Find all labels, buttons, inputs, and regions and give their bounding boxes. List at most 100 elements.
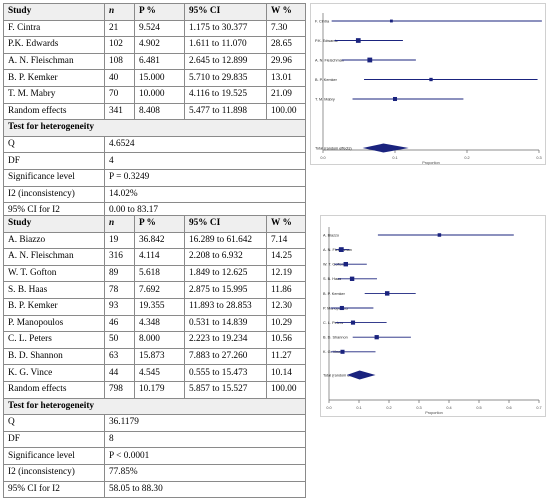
study-label: A. Biazzo: [323, 233, 339, 237]
study-cell: W. T. Gofton: [3, 264, 105, 283]
header-p-percent: P %: [134, 215, 185, 233]
weight-cell: 10.14: [266, 364, 306, 382]
heterogeneity-header-row: Test for heterogeneity: [3, 119, 306, 137]
weight-cell: 100.00: [266, 102, 306, 121]
weight-cell: 100.00: [266, 380, 306, 399]
p-cell: 19.355: [134, 297, 185, 316]
table-row: A. Biazzo 19 36.842 16.289 to 61.642 7.1…: [3, 231, 306, 250]
ci-cell: 1.175 to 30.377: [184, 19, 267, 38]
heterogeneity-title: Test for heterogeneity: [3, 397, 306, 416]
p-cell: 36.842: [134, 231, 185, 250]
het-label-cell: Significance level: [3, 447, 105, 465]
heterogeneity-row: I2 (inconsistency) 77.85%: [3, 463, 306, 482]
weight-cell: 28.65: [266, 36, 306, 54]
header-study: Study: [3, 215, 105, 233]
het-value-cell: P = 0.3249: [104, 168, 306, 187]
x-tick-label: 0.2: [464, 156, 469, 160]
weight-cell: 21.09: [266, 85, 306, 104]
n-cell: 89: [104, 264, 135, 283]
study-cell: A. N. Fleischman: [3, 52, 105, 71]
estimate-marker: [389, 19, 393, 23]
weight-cell: 13.01: [266, 69, 306, 87]
het-label-cell: 95% CI for I2: [3, 480, 105, 498]
estimate-marker: [340, 349, 345, 354]
x-tick-label: 0.1: [356, 406, 361, 410]
p-cell: 8.000: [134, 331, 185, 349]
estimate-marker: [367, 57, 373, 63]
estimate-marker: [343, 261, 349, 267]
ci-cell: 1.611 to 11.070: [184, 36, 267, 54]
table-header-row: Study n P % 95% CI W %: [3, 215, 306, 233]
p-cell: 15.000: [134, 69, 185, 87]
weight-cell: 7.14: [266, 231, 306, 250]
estimate-marker: [392, 96, 398, 102]
p-cell: 4.545: [134, 364, 185, 382]
estimate-marker: [349, 276, 355, 281]
study-label: S. B. Haas: [323, 277, 341, 281]
het-label-cell: Q: [3, 414, 105, 432]
n-cell: 316: [104, 248, 135, 266]
n-cell: 341: [104, 102, 135, 121]
estimate-marker: [429, 77, 433, 82]
study-cell: F. Cintra: [3, 19, 105, 38]
study-cell: Random effects: [3, 102, 105, 121]
n-cell: 798: [104, 380, 135, 399]
ci-cell: 11.893 to 28.853: [184, 297, 267, 316]
x-tick-label: 0.5: [476, 406, 481, 410]
x-tick-label: 0.2: [386, 406, 391, 410]
ci-cell: 16.289 to 61.642: [184, 231, 267, 250]
forest-plot-1-svg: 0.0 0.1 0.2 0.3 Proportion F. Cintra P.K. Edwa…: [310, 3, 546, 165]
ci-cell: 2.875 to 15.995: [184, 281, 267, 299]
table-row: P. Manopoulos 46 4.348 0.531 to 14.839 1…: [3, 314, 306, 333]
heterogeneity-row: Q 36.1179: [3, 414, 306, 432]
study-label: A. N. Fleischman: [315, 58, 344, 62]
het-value-cell: P < 0.0001: [104, 447, 306, 465]
n-cell: 108: [104, 52, 135, 71]
heterogeneity-row: Significance level P = 0.3249: [3, 168, 306, 187]
ci-cell: 2.223 to 19.234: [184, 331, 267, 349]
table-row: A. N. Fleischman 108 6.481 2.645 to 12.8…: [3, 52, 306, 71]
table-row: P.K. Edwards 102 4.902 1.611 to 11.070 2…: [3, 36, 306, 54]
plot-frame: [310, 3, 546, 165]
p-cell: 15.873: [134, 347, 185, 366]
forest-plot-1: 0.0 0.1 0.2 0.3 Proportion F. Cintra P.K. Edwa…: [310, 3, 546, 170]
het-label-cell: I2 (inconsistency): [3, 463, 105, 482]
het-label-cell: DF: [3, 152, 105, 170]
study-cell: A. Biazzo: [3, 231, 105, 250]
table-row: Random effects 341 8.408 5.477 to 11.898…: [3, 102, 306, 121]
weight-cell: 10.29: [266, 314, 306, 333]
study-label: P.K. Edwards: [315, 39, 338, 43]
study-label: W. T. Gofton: [323, 263, 344, 267]
weight-cell: 7.30: [266, 19, 306, 38]
header-n: n: [104, 3, 135, 21]
study-cell: P. Manopoulos: [3, 314, 105, 333]
table-row: C. L. Peters 50 8.000 2.223 to 19.234 10…: [3, 331, 306, 349]
table-row: W. T. Gofton 89 5.618 1.849 to 12.625 12…: [3, 264, 306, 283]
ci-cell: 0.555 to 15.473: [184, 364, 267, 382]
n-cell: 46: [104, 314, 135, 333]
heterogeneity-row: DF 8: [3, 430, 306, 449]
ci-cell: 0.531 to 14.839: [184, 314, 267, 333]
table-row: A. N. Fleischman 316 4.114 2.208 to 6.93…: [3, 248, 306, 266]
p-cell: 5.618: [134, 264, 185, 283]
heterogeneity-row: 95% CI for I2 58.05 to 88.30: [3, 480, 306, 498]
study-label: B. P. Kemker: [315, 78, 338, 82]
study-label: B. P. Kemker: [323, 292, 346, 296]
p-cell: 8.408: [134, 102, 185, 121]
table-row: K. G. Vince 44 4.545 0.555 to 15.473 10.…: [3, 364, 306, 382]
het-label-cell: I2 (inconsistency): [3, 185, 105, 204]
header-weight: W %: [266, 215, 306, 233]
x-tick-label: 0.3: [536, 156, 541, 160]
het-value-cell: 36.1179: [104, 414, 306, 432]
study-label: C. L. Peters: [323, 321, 343, 325]
estimate-marker: [355, 38, 361, 43]
study-cell: T. M. Mabry: [3, 85, 105, 104]
het-label-cell: Q: [3, 135, 105, 154]
study-label: F. Cintra: [315, 19, 330, 23]
heterogeneity-title: Test for heterogeneity: [3, 119, 306, 137]
x-tick-label: 0.4: [446, 406, 451, 410]
n-cell: 102: [104, 36, 135, 54]
het-value-cell: 58.05 to 88.30: [104, 480, 306, 498]
x-axis-label: Proportion: [422, 161, 440, 165]
study-cell: C. L. Peters: [3, 331, 105, 349]
